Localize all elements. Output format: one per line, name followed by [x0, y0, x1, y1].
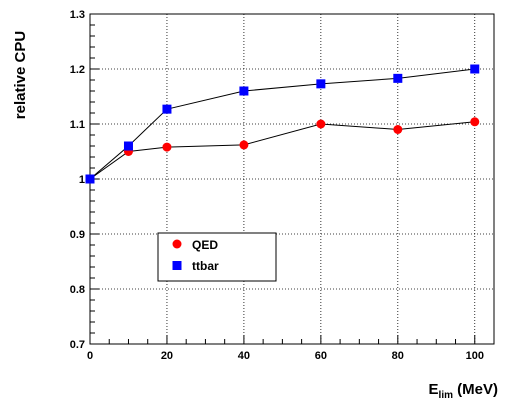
y-tick-label: 1.1	[70, 119, 85, 131]
legend-marker-qed	[172, 239, 182, 249]
legend-label-qed: QED	[192, 238, 218, 252]
data-point-ttbar	[162, 104, 172, 114]
data-point-ttbar	[316, 79, 326, 89]
y-tick-label: 1.2	[70, 64, 85, 76]
data-point-qed	[393, 125, 403, 134]
data-point-qed	[239, 140, 249, 150]
x-tick-label: 80	[392, 350, 404, 362]
series-line-qed	[89, 121, 475, 180]
x-tick-label: 100	[466, 350, 484, 362]
legend-label-ttbar: ttbar	[192, 259, 219, 273]
series-layer	[85, 64, 480, 184]
data-point-ttbar	[393, 73, 403, 83]
y-tick-label: 1	[79, 174, 85, 186]
data-point-qed	[162, 142, 172, 152]
legend: QED ttbar	[157, 232, 277, 282]
x-tick-label: 40	[238, 350, 250, 362]
data-point-ttbar	[470, 64, 480, 74]
data-point-ttbar	[85, 174, 95, 184]
y-axis-title: relative CPU	[12, 31, 29, 119]
y-tick-label: 0.7	[70, 339, 85, 351]
x-tick-label: 20	[161, 350, 173, 362]
y-tick-label: 0.8	[70, 284, 85, 296]
data-point-ttbar	[123, 141, 133, 151]
legend-marker-ttbar	[172, 261, 182, 270]
y-tick-label: 1.3	[70, 9, 85, 21]
axis-ticks: 0 20 40 60 80 100 0.7 0.8 0.9 1 1.1 1.2 1.3	[70, 9, 495, 362]
y-tick-label: 0.9	[70, 229, 85, 241]
x-tick-label: 60	[315, 350, 327, 362]
data-point-qed	[470, 117, 480, 127]
grid	[90, 14, 494, 344]
data-point-ttbar	[239, 86, 249, 96]
x-axis-title: Elim (MeV)	[429, 381, 498, 401]
data-point-qed	[316, 119, 326, 129]
x-tick-label: 0	[87, 350, 93, 362]
